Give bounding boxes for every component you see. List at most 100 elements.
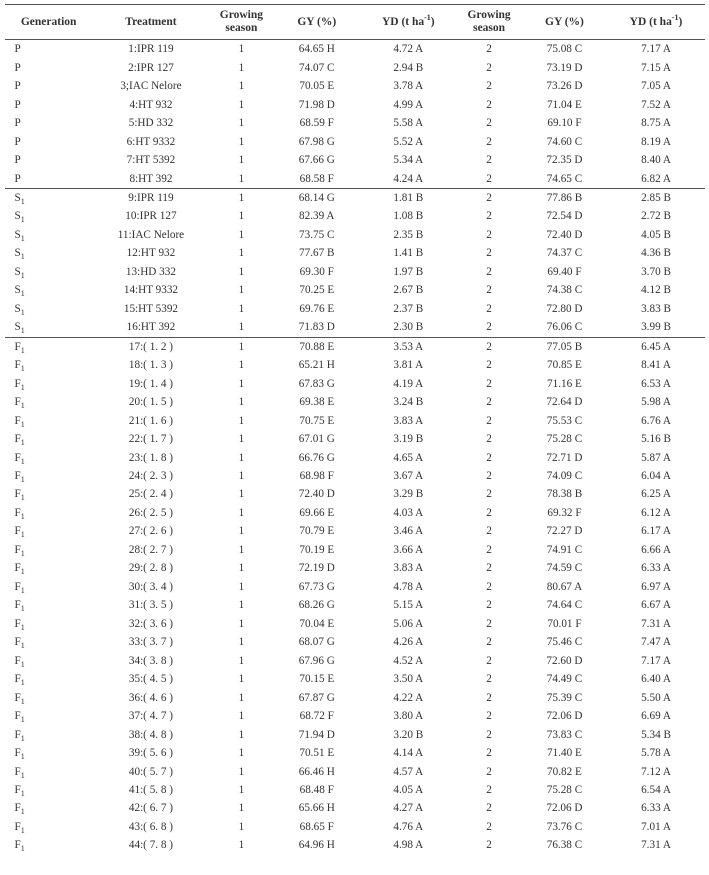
- cell-gy1: 69.66 E: [274, 504, 360, 522]
- cell-generation: F1: [5, 744, 93, 762]
- cell-yd2: 3.99 B: [608, 318, 705, 337]
- cell-treatment: 3;IAC Nelore: [93, 77, 209, 95]
- cell-gy1: 67.66 G: [274, 151, 360, 169]
- cell-yd1: 2.94 B: [360, 59, 457, 77]
- cell-gs1: 1: [209, 208, 274, 226]
- table-row: F123:( 1. 8 )166.76 G4.65 A272.71 D5.87 …: [5, 449, 705, 467]
- cell-gy1: 70.51 E: [274, 744, 360, 762]
- cell-gs2: 2: [457, 486, 522, 504]
- cell-generation: F1: [5, 689, 93, 707]
- cell-gy2: 74.09 C: [521, 467, 607, 485]
- cell-treatment: 17:( 1. 2 ): [93, 337, 209, 356]
- cell-gy2: 73.26 D: [521, 77, 607, 95]
- cell-yd1: 3.81 A: [360, 356, 457, 374]
- cell-gs1: 1: [209, 40, 274, 59]
- cell-yd1: 5.06 A: [360, 615, 457, 633]
- cell-gs2: 2: [457, 744, 522, 762]
- cell-yd2: 6.17 A: [608, 523, 705, 541]
- cell-yd1: 4.14 A: [360, 744, 457, 762]
- cell-generation: F1: [5, 337, 93, 356]
- table-row: F125:( 2. 4 )172.40 D3.29 B278.38 B6.25 …: [5, 486, 705, 504]
- cell-treatment: 44:( 7. 8 ): [93, 837, 209, 855]
- cell-yd1: 4.57 A: [360, 763, 457, 781]
- cell-generation: P: [5, 151, 93, 169]
- cell-gs1: 1: [209, 744, 274, 762]
- cell-yd2: 7.05 A: [608, 77, 705, 95]
- cell-gy2: 74.91 C: [521, 541, 607, 559]
- cell-yd2: 6.40 A: [608, 670, 705, 688]
- table-row: F141:( 5. 8 )168.48 F4.05 A275.28 C6.54 …: [5, 781, 705, 799]
- cell-gy1: 70.05 E: [274, 77, 360, 95]
- col-growing-season-1: Growingseason: [209, 5, 274, 40]
- cell-gy1: 69.30 F: [274, 263, 360, 281]
- col-generation: Generation: [5, 5, 93, 40]
- cell-yd2: 6.33 A: [608, 560, 705, 578]
- table-row: F129:( 2. 8 )172.19 D3.83 A274.59 C6.33 …: [5, 560, 705, 578]
- table-row: P2:IPR 127174.07 C2.94 B273.19 D7.15 A: [5, 59, 705, 77]
- cell-gy2: 72.06 D: [521, 800, 607, 818]
- cell-treatment: 30:( 3. 4 ): [93, 578, 209, 596]
- table-row: S115:HT 5392169.76 E2.37 B272.80 D3.83 B: [5, 300, 705, 318]
- cell-gy2: 75.28 C: [521, 781, 607, 799]
- cell-gs1: 1: [209, 393, 274, 411]
- cell-gs2: 2: [457, 375, 522, 393]
- cell-yd2: 8.40 A: [608, 151, 705, 169]
- cell-yd2: 7.31 A: [608, 837, 705, 855]
- cell-gy2: 75.08 C: [521, 40, 607, 59]
- cell-gy1: 70.79 E: [274, 523, 360, 541]
- cell-gy1: 65.66 H: [274, 800, 360, 818]
- cell-generation: P: [5, 114, 93, 132]
- cell-gy2: 72.40 D: [521, 226, 607, 244]
- cell-yd2: 2.72 B: [608, 208, 705, 226]
- cell-gs1: 1: [209, 449, 274, 467]
- table-row: F144:( 7. 8 )164.96 H4.98 A276.38 C7.31 …: [5, 837, 705, 855]
- cell-yd1: 3.78 A: [360, 77, 457, 95]
- cell-gy1: 70.75 E: [274, 412, 360, 430]
- cell-treatment: 15:HT 5392: [93, 300, 209, 318]
- cell-yd1: 5.34 A: [360, 151, 457, 169]
- cell-yd1: 2.67 B: [360, 282, 457, 300]
- cell-yd1: 4.19 A: [360, 375, 457, 393]
- cell-gy2: 72.80 D: [521, 300, 607, 318]
- cell-gy2: 72.71 D: [521, 449, 607, 467]
- cell-gy2: 78.38 B: [521, 486, 607, 504]
- cell-generation: F1: [5, 818, 93, 836]
- cell-gy1: 74.07 C: [274, 59, 360, 77]
- table-row: S110:IPR 127182.39 A1.08 B272.54 D2.72 B: [5, 208, 705, 226]
- cell-gy2: 75.46 C: [521, 633, 607, 651]
- cell-yd2: 2.85 B: [608, 189, 705, 208]
- table-row: F117:( 1. 2 )170.88 E3.53 A277.05 B6.45 …: [5, 337, 705, 356]
- cell-gy1: 68.98 F: [274, 467, 360, 485]
- cell-gy2: 72.54 D: [521, 208, 607, 226]
- table-row: F132:( 3. 6 )170.04 E5.06 A270.01 F7.31 …: [5, 615, 705, 633]
- cell-generation: F1: [5, 430, 93, 448]
- cell-generation: P: [5, 40, 93, 59]
- cell-gs2: 2: [457, 300, 522, 318]
- cell-yd2: 5.16 B: [608, 430, 705, 448]
- cell-gy1: 68.14 G: [274, 189, 360, 208]
- cell-gy2: 72.60 D: [521, 652, 607, 670]
- cell-gy2: 75.39 C: [521, 689, 607, 707]
- cell-gs2: 2: [457, 597, 522, 615]
- cell-gs1: 1: [209, 318, 274, 337]
- cell-gs1: 1: [209, 59, 274, 77]
- cell-treatment: 40:( 5. 7 ): [93, 763, 209, 781]
- cell-gy1: 64.96 H: [274, 837, 360, 855]
- cell-gy2: 72.64 D: [521, 393, 607, 411]
- cell-generation: F1: [5, 707, 93, 725]
- cell-gs1: 1: [209, 652, 274, 670]
- cell-gy2: 70.82 E: [521, 763, 607, 781]
- cell-yd2: 6.12 A: [608, 504, 705, 522]
- cell-yd2: 7.12 A: [608, 763, 705, 781]
- cell-generation: F1: [5, 560, 93, 578]
- cell-generation: P: [5, 96, 93, 114]
- table-row: F120:( 1. 5 )169.38 E3.24 B272.64 D5.98 …: [5, 393, 705, 411]
- col-yd-2: YD (t ha-1): [608, 5, 705, 40]
- cell-gy2: 74.37 C: [521, 245, 607, 263]
- table-row: F131:( 3. 5 )168.26 G5.15 A274.64 C6.67 …: [5, 597, 705, 615]
- cell-treatment: 14:HT 9332: [93, 282, 209, 300]
- cell-gy2: 74.59 C: [521, 560, 607, 578]
- cell-yd1: 2.37 B: [360, 300, 457, 318]
- cell-generation: S1: [5, 189, 93, 208]
- table-row: F118:( 1. 3 )165.21 H3.81 A270.85 E8.41 …: [5, 356, 705, 374]
